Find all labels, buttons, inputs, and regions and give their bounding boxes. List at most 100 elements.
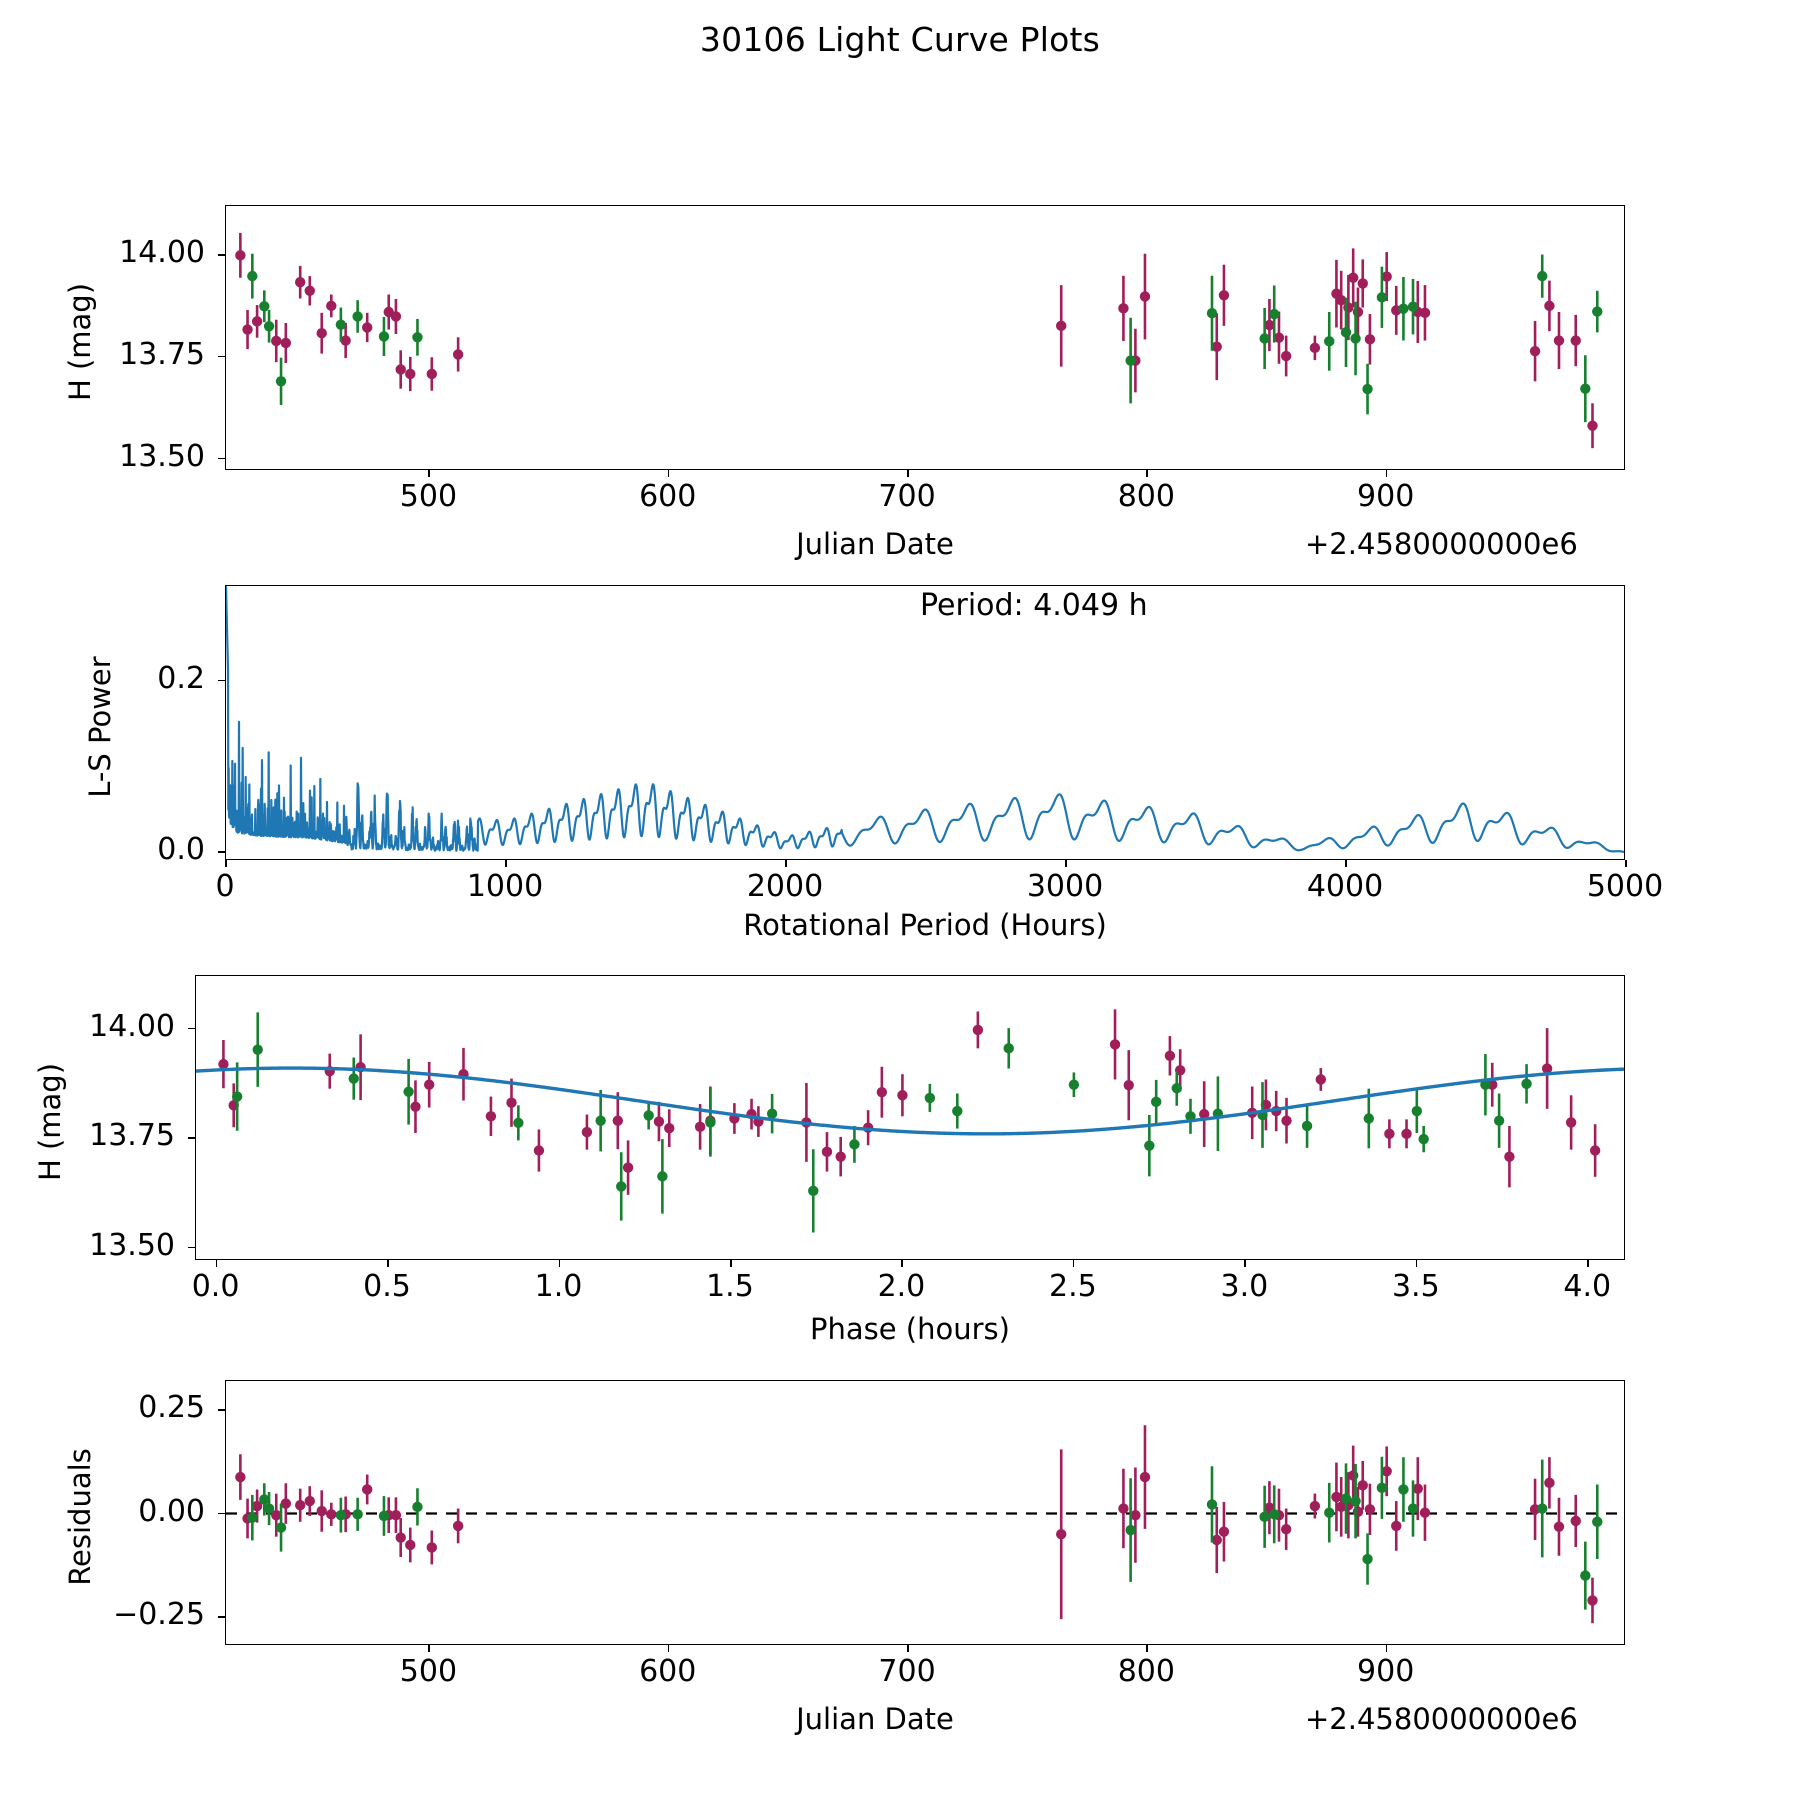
data-point bbox=[1541, 1063, 1553, 1074]
x-tick-label: 600 bbox=[639, 479, 697, 514]
x-tick-label: 700 bbox=[878, 479, 936, 514]
data-point bbox=[452, 349, 464, 360]
data-point bbox=[247, 270, 258, 282]
data-point bbox=[280, 1498, 292, 1509]
data-point bbox=[849, 1139, 860, 1150]
x-tick-mark bbox=[558, 1260, 561, 1267]
phase-folded-panel bbox=[195, 975, 1625, 1260]
data-point bbox=[766, 1108, 778, 1119]
data-point bbox=[1587, 420, 1598, 431]
data-point bbox=[1130, 1509, 1141, 1521]
x-tick-label: 2.5 bbox=[1049, 1269, 1097, 1304]
x-tick-label: 500 bbox=[399, 479, 458, 514]
data-point bbox=[616, 1181, 627, 1192]
data-point bbox=[1362, 1553, 1373, 1565]
x-tick-mark bbox=[1345, 860, 1347, 867]
data-point bbox=[1324, 336, 1335, 347]
x-tick-label: 0 bbox=[215, 869, 235, 904]
data-point bbox=[410, 1101, 421, 1112]
data-point bbox=[1401, 1128, 1412, 1140]
y-tick-mark bbox=[218, 457, 225, 460]
y-tick-mark bbox=[218, 1408, 225, 1411]
data-point bbox=[423, 1079, 435, 1090]
x-tick-mark bbox=[667, 1645, 670, 1652]
residuals-x-offset-text: +2.4580000000e6 bbox=[1305, 1702, 1578, 1736]
data-point bbox=[1544, 1477, 1555, 1489]
periodogram-x-axis-label: Rotational Period (Hours) bbox=[743, 908, 1107, 942]
y-tick-mark bbox=[188, 1137, 195, 1139]
data-point bbox=[1419, 307, 1431, 319]
phase-folded-x-axis-label: Phase (hours) bbox=[810, 1312, 1010, 1346]
data-point bbox=[247, 1512, 258, 1523]
data-point bbox=[1407, 301, 1419, 312]
residuals-x-axis-label: Julian Date bbox=[796, 1702, 954, 1736]
data-point bbox=[1315, 1074, 1326, 1085]
data-point bbox=[1381, 271, 1392, 282]
data-point bbox=[235, 250, 246, 261]
x-tick-label: 1000 bbox=[466, 869, 544, 904]
data-point bbox=[653, 1116, 665, 1127]
data-point bbox=[1211, 341, 1222, 352]
data-point bbox=[876, 1086, 888, 1098]
data-point bbox=[403, 1086, 414, 1097]
x-tick-mark bbox=[1587, 1260, 1589, 1267]
residuals-plot-area bbox=[226, 1425, 1624, 1624]
periodogram-y-axis-label: L-S Power bbox=[83, 656, 117, 798]
data-point bbox=[316, 1505, 327, 1517]
data-point bbox=[340, 335, 351, 346]
data-point bbox=[304, 1495, 315, 1507]
data-point bbox=[326, 300, 337, 312]
data-point bbox=[361, 322, 373, 333]
data-point bbox=[242, 324, 253, 335]
data-point bbox=[705, 1117, 716, 1128]
data-point bbox=[952, 1105, 963, 1117]
data-point bbox=[1553, 335, 1565, 346]
x-tick-label: 900 bbox=[1357, 479, 1415, 514]
data-point bbox=[1139, 1471, 1151, 1483]
data-point bbox=[1218, 1526, 1230, 1537]
data-point bbox=[1118, 303, 1129, 314]
data-point bbox=[1269, 1509, 1280, 1520]
phase-folded-plot-area bbox=[196, 1009, 1624, 1233]
x-tick-mark bbox=[1146, 470, 1148, 477]
periodogram-line bbox=[226, 586, 1624, 854]
lightcurve-x-offset-text: +2.4580000000e6 bbox=[1305, 527, 1578, 561]
data-point bbox=[1199, 1108, 1210, 1120]
data-point bbox=[275, 1522, 287, 1533]
data-point bbox=[316, 328, 327, 339]
data-point bbox=[1362, 383, 1373, 395]
data-point bbox=[643, 1110, 654, 1121]
data-point bbox=[294, 277, 306, 288]
x-tick-mark bbox=[729, 1260, 732, 1267]
data-point bbox=[271, 1509, 282, 1521]
data-point bbox=[1280, 350, 1292, 362]
data-point bbox=[1211, 1534, 1222, 1546]
x-tick-label: 900 bbox=[1357, 1654, 1415, 1689]
data-point bbox=[1139, 291, 1151, 302]
data-point bbox=[452, 1520, 464, 1532]
data-point bbox=[835, 1151, 846, 1162]
y-tick-label: 0.25 bbox=[138, 1389, 205, 1425]
data-point bbox=[972, 1024, 984, 1036]
data-point bbox=[259, 301, 270, 312]
data-point bbox=[1336, 294, 1347, 306]
data-point bbox=[1418, 1133, 1429, 1145]
periodogram-plot-area bbox=[226, 586, 1624, 854]
y-tick-label: 13.50 bbox=[119, 438, 205, 474]
x-tick-mark bbox=[1244, 1260, 1246, 1267]
data-point bbox=[395, 364, 406, 375]
data-point bbox=[1391, 1520, 1402, 1532]
data-point bbox=[1357, 1480, 1368, 1491]
x-tick-mark bbox=[428, 1645, 430, 1652]
data-point bbox=[426, 368, 438, 380]
data-point bbox=[1125, 355, 1136, 366]
data-point bbox=[1331, 1491, 1342, 1503]
data-point bbox=[390, 311, 402, 322]
data-point bbox=[1171, 1083, 1182, 1094]
x-tick-mark bbox=[1625, 860, 1627, 867]
y-tick-label: 13.50 bbox=[89, 1227, 175, 1263]
data-point bbox=[1376, 292, 1388, 303]
x-tick-mark bbox=[785, 860, 787, 867]
data-point bbox=[1164, 1050, 1176, 1061]
data-point bbox=[378, 1510, 390, 1522]
